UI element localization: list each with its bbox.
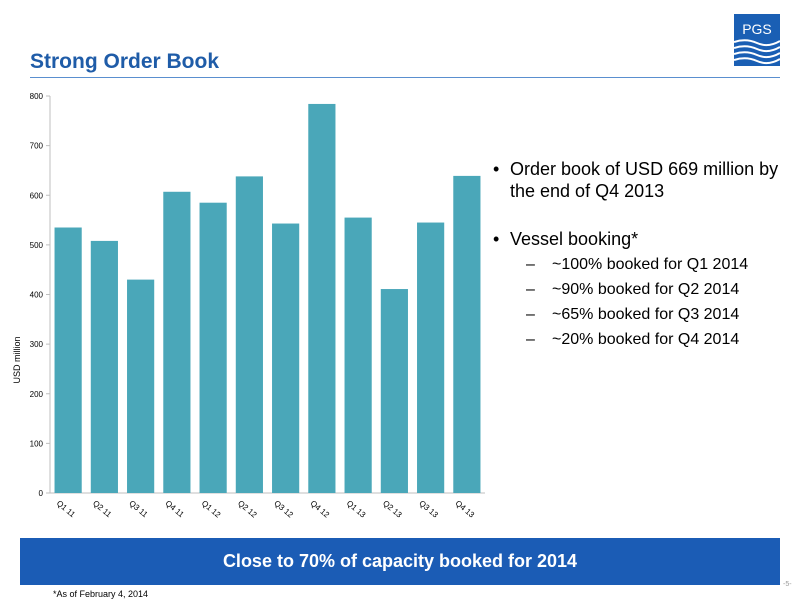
y-tick-label: 100 [30, 439, 44, 448]
y-axis-label: USD million [12, 336, 22, 383]
bullet-marker: • [493, 159, 500, 179]
bar-q2-13 [380, 289, 408, 493]
y-tick-label: 700 [30, 142, 44, 151]
bar-q4-13 [453, 175, 481, 493]
bar-q1-11 [54, 227, 82, 493]
bar-q3-11 [127, 279, 155, 493]
sub-bullet-text: ~90% booked for Q2 2014 [552, 281, 740, 298]
x-tick-label: Q3 11 [127, 499, 149, 520]
svg-text:PGS: PGS [742, 21, 772, 37]
x-tick-label: Q2 13 [381, 499, 404, 520]
bullet-item: • Order book of USD 669 million by the en… [493, 158, 793, 202]
order-book-bar-chart: 0 100 200 300 400 500 600 700 800 Q1 11 Q2 11 Q3 11… [12, 92, 485, 520]
sub-bullet-text: ~65% booked for Q3 2014 [552, 306, 740, 323]
bar-q4-12 [308, 103, 336, 493]
x-tick-label: Q2 12 [236, 499, 259, 520]
bar-q3-13 [417, 222, 445, 493]
bar-q2-12 [235, 176, 263, 493]
sub-bullet-text: ~100% booked for Q1 2014 [552, 256, 749, 273]
sub-bullet-marker: – [526, 331, 535, 348]
x-tick-label: Q1 11 [55, 499, 77, 520]
sub-bullet-marker: – [526, 306, 535, 323]
bar-q4-11 [163, 191, 191, 493]
bar-q1-12 [199, 202, 227, 493]
x-tick-label: Q3 13 [417, 499, 440, 520]
sub-bullet-marker: – [526, 281, 535, 298]
y-tick-label: 500 [30, 241, 44, 250]
bullet-marker: • [493, 229, 500, 249]
y-tick-label: 200 [30, 390, 44, 399]
sub-bullet-marker: – [526, 256, 535, 273]
sub-bullet-item: – ~65% booked for Q3 2014 [493, 305, 793, 325]
x-tick-label: Q1 13 [345, 499, 368, 520]
sub-bullet-text: ~20% booked for Q4 2014 [552, 331, 740, 348]
footnote: *As of February 4, 2014 [53, 589, 149, 599]
page-number: -5- [783, 581, 792, 588]
title-divider [30, 77, 780, 78]
y-tick-label: 600 [30, 191, 44, 200]
sub-bullet-item: – ~90% booked for Q2 2014 [493, 280, 793, 300]
x-tick-label: Q4 11 [164, 499, 186, 520]
highlight-banner: Close to 70% of capacity booked for 2014 [20, 538, 780, 585]
y-tick-label: 0 [39, 489, 44, 498]
slide-title: Strong Order Book [30, 50, 220, 73]
y-tick-label: 800 [30, 92, 44, 101]
x-tick-label: Q1 12 [200, 499, 223, 520]
bullet-item: • Vessel booking* [493, 228, 793, 250]
bar-q3-12 [272, 223, 300, 493]
bullet-list: • Order book of USD 669 million by the en… [493, 158, 793, 350]
y-tick-label: 300 [30, 340, 44, 349]
x-tick-label: Q2 11 [91, 499, 113, 520]
bar-q2-11 [90, 240, 118, 493]
x-tick-label: Q4 13 [454, 499, 477, 520]
x-tick-label: Q3 12 [272, 499, 295, 520]
sub-bullet-item: – ~100% booked for Q1 2014 [493, 255, 793, 275]
y-tick-label: 400 [30, 291, 44, 300]
bullet-text: Vessel booking* [510, 229, 639, 249]
bar-q1-13 [344, 217, 372, 494]
x-tick-label: Q4 12 [309, 499, 332, 520]
sub-bullet-item: – ~20% booked for Q4 2014 [493, 330, 793, 350]
bullet-text: Order book of USD 669 million by the end… [510, 159, 779, 201]
pgs-logo: PGS [734, 14, 780, 66]
